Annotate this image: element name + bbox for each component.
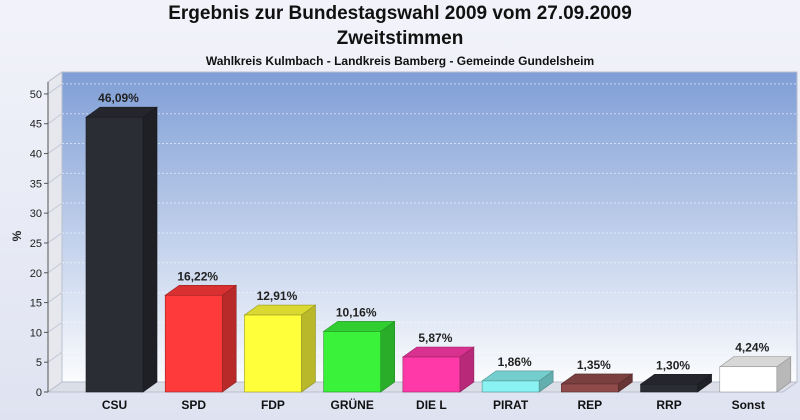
gridline-wall: [47, 262, 63, 274]
chart-subtitle-location: Wahlkreis Kulmbach - Landkreis Bamberg -…: [205, 54, 595, 68]
gridline-wall: [47, 83, 63, 95]
bar-sonst: [718, 356, 792, 393]
y-tick-label: 20: [30, 268, 42, 280]
y-tick-label: 50: [30, 89, 42, 101]
y-axis-label: %: [10, 230, 24, 241]
bar: [164, 295, 223, 393]
y-tick-label: 15: [30, 298, 42, 310]
data-label: 46,09%: [98, 91, 139, 105]
y-tick-label: 10: [30, 327, 42, 339]
x-tick-label: RRP: [656, 398, 681, 412]
x-tick-label: DIE L: [416, 398, 447, 412]
bar-die-l: [401, 346, 475, 393]
data-label: 16,22%: [177, 269, 218, 283]
bar-pirat: [481, 370, 555, 393]
bar-rrp: [639, 373, 713, 393]
bar: [719, 366, 778, 393]
bar-fdp: [243, 304, 317, 393]
x-tick-label: Sonst: [732, 398, 765, 412]
gridline-wall: [47, 232, 63, 244]
bar-gr-ne: [322, 320, 396, 393]
bar-side: [142, 106, 158, 393]
bar: [323, 331, 381, 393]
bar: [244, 314, 302, 393]
gridline-wall: [47, 351, 63, 363]
bar: [481, 380, 540, 393]
data-label: 1,35%: [577, 358, 611, 372]
bar: [640, 383, 698, 393]
x-tick-label: SPD: [181, 398, 206, 412]
x-tick-label: FDP: [261, 398, 285, 412]
y-tick-label: 5: [36, 357, 42, 369]
gridline-wall: [47, 202, 63, 214]
y-tick-label: 35: [30, 178, 42, 190]
y-tick-label: 0: [36, 387, 42, 399]
bar: [85, 116, 144, 393]
bar: [402, 356, 461, 393]
data-label: 1,30%: [656, 358, 690, 372]
data-label: 12,91%: [257, 289, 298, 303]
chart-subtitle: Zweitstimmen: [336, 28, 464, 49]
x-tick-label: CSU: [102, 398, 127, 412]
bar-side: [221, 284, 237, 393]
y-tick-label: 45: [30, 119, 42, 131]
gridline-wall: [47, 113, 63, 125]
x-tick-label: PIRAT: [493, 398, 529, 412]
y-tick-label: 40: [30, 149, 42, 161]
bar-side: [301, 304, 316, 393]
bar-rep: [560, 373, 634, 393]
gridline-wall: [47, 321, 63, 333]
gridline-wall: [47, 292, 63, 303]
y-tick-label: 25: [30, 238, 42, 250]
y-tick-label: 30: [30, 208, 42, 220]
chart-title: Ergebnis zur Bundestagswahl 2009 vom 27.…: [168, 3, 632, 24]
bar-spd: [164, 284, 238, 393]
gridline-wall: [47, 172, 63, 184]
data-label: 5,87%: [418, 331, 452, 345]
x-tick-label: REP: [577, 398, 602, 412]
plot-left-wall: [47, 71, 63, 393]
data-label: 4,24%: [735, 341, 769, 355]
gridline-wall: [47, 143, 63, 154]
data-label: 1,86%: [498, 355, 532, 369]
bar: [561, 383, 619, 393]
bar-side: [380, 320, 395, 393]
bar-csu: [85, 106, 158, 393]
data-label: 10,16%: [336, 305, 377, 319]
x-tick-label: GRÜNE: [330, 397, 373, 412]
